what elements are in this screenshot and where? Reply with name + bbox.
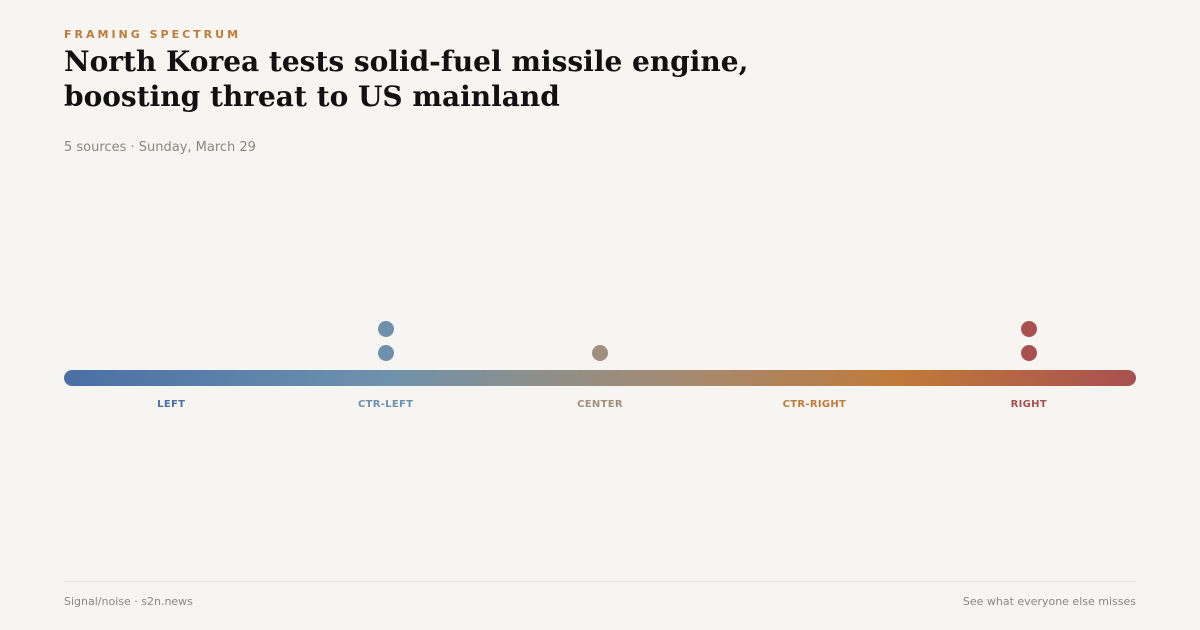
source-dot[interactable] bbox=[377, 321, 394, 337]
spectrum-label-ctr-right: CTR-RIGHT bbox=[782, 399, 847, 410]
source-dot[interactable] bbox=[1020, 321, 1037, 337]
footer-divider bbox=[64, 581, 1136, 582]
spectrum-label-right: RIGHT bbox=[1010, 399, 1047, 410]
spectrum-label-center: CENTER bbox=[577, 399, 623, 410]
page-title: North Korea tests solid-fuel missile eng… bbox=[64, 45, 749, 113]
source-dot[interactable] bbox=[1020, 345, 1037, 361]
footer-brand: Signal/noise · s2n.news bbox=[64, 595, 193, 608]
section-kicker: FRAMING SPECTRUM bbox=[64, 28, 242, 41]
spectrum-bar bbox=[64, 370, 1136, 386]
source-dot[interactable] bbox=[592, 345, 608, 361]
footer-tagline: See what everyone else misses bbox=[962, 595, 1136, 608]
spectrum-label-left: LEFT bbox=[157, 399, 186, 410]
source-dot[interactable] bbox=[377, 345, 394, 361]
spectrum-label-ctr-left: CTR-LEFT bbox=[357, 399, 414, 410]
source-meta: 5 sources · Sunday, March 29 bbox=[64, 140, 256, 155]
